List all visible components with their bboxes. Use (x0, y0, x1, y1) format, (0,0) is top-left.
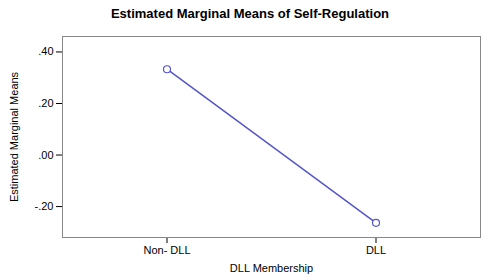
html-text:Estimated Marginal Means of Se: Estimated Marginal Means of Self-Regulat… (110, 6, 389, 21)
svg-text:Estimated Marginal Means: Estimated Marginal Means (8, 71, 20, 202)
svg-text:.00: .00 (38, 149, 53, 161)
svg-text:.40: .40 (38, 45, 53, 57)
svg-text:.20: .20 (38, 97, 53, 109)
svg-text:DLL Membership: DLL Membership (230, 262, 313, 274)
svg-text:Non- DLL: Non- DLL (143, 244, 190, 256)
svg-text:-.20: -.20 (35, 200, 54, 212)
svg-text:DLL: DLL (366, 244, 386, 256)
